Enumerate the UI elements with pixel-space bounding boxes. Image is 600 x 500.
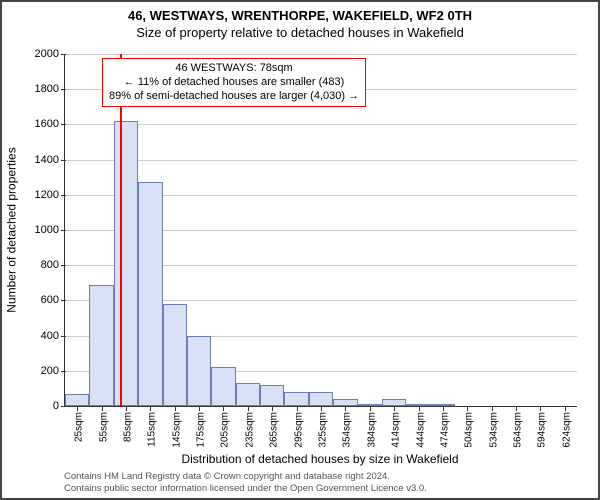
y-tick-label: 1800	[35, 83, 65, 95]
histogram-bar	[114, 121, 138, 406]
x-tick-mark	[150, 406, 151, 411]
x-tick-label: 205sqm	[216, 412, 231, 448]
gridline	[65, 54, 577, 55]
annotation-line1: 46 WESTWAYS: 78sqm	[109, 62, 359, 76]
annotation-box: 46 WESTWAYS: 78sqm ← 11% of detached hou…	[102, 58, 366, 107]
x-tick-label: 175sqm	[192, 412, 207, 448]
x-tick-mark	[540, 406, 541, 411]
y-tick-label: 600	[41, 294, 65, 306]
y-axis-label: Number of detached properties	[4, 54, 20, 406]
gridline	[65, 124, 577, 125]
y-tick-label: 1600	[35, 118, 65, 130]
y-tick-label: 1200	[35, 189, 65, 201]
x-tick-label: 564sqm	[509, 412, 524, 448]
x-tick-mark	[492, 406, 493, 411]
chart-container: 46, WESTWAYS, WRENTHORPE, WAKEFIELD, WF2…	[0, 0, 600, 500]
footer-line2: Contains public sector information licen…	[64, 483, 427, 494]
x-axis-label: Distribution of detached houses by size …	[64, 452, 576, 466]
x-tick-mark	[248, 406, 249, 411]
x-tick-label: 504sqm	[460, 412, 475, 448]
x-tick-mark	[126, 406, 127, 411]
x-tick-mark	[370, 406, 371, 411]
y-tick-label: 200	[41, 365, 65, 377]
x-tick-mark	[443, 406, 444, 411]
x-tick-label: 55sqm	[94, 412, 109, 442]
x-tick-mark	[419, 406, 420, 411]
x-tick-label: 414sqm	[387, 412, 402, 448]
y-tick-label: 1000	[35, 224, 65, 236]
x-tick-label: 295sqm	[289, 412, 304, 448]
x-tick-mark	[467, 406, 468, 411]
histogram-bar	[236, 383, 260, 406]
x-tick-mark	[321, 406, 322, 411]
chart-title-main: 46, WESTWAYS, WRENTHORPE, WAKEFIELD, WF2…	[2, 8, 598, 23]
gridline	[65, 160, 577, 161]
x-tick-label: 444sqm	[411, 412, 426, 448]
annotation-line2: ← 11% of detached houses are smaller (48…	[109, 76, 359, 90]
x-tick-label: 235sqm	[240, 412, 255, 448]
x-tick-mark	[77, 406, 78, 411]
histogram-bar	[138, 182, 162, 406]
x-tick-label: 594sqm	[533, 412, 548, 448]
x-tick-mark	[102, 406, 103, 411]
y-tick-label: 800	[41, 259, 65, 271]
x-tick-mark	[345, 406, 346, 411]
histogram-bar	[89, 285, 113, 406]
x-tick-mark	[223, 406, 224, 411]
x-tick-label: 115sqm	[143, 412, 158, 447]
x-tick-label: 85sqm	[118, 412, 133, 442]
histogram-bar	[260, 385, 284, 406]
x-tick-mark	[297, 406, 298, 411]
histogram-bar	[309, 392, 333, 406]
histogram-bar	[284, 392, 308, 406]
footer-line1: Contains HM Land Registry data © Crown c…	[64, 471, 427, 482]
x-tick-label: 384sqm	[362, 412, 377, 448]
y-tick-label: 0	[53, 400, 65, 412]
x-tick-mark	[175, 406, 176, 411]
y-tick-label: 1400	[35, 154, 65, 166]
x-tick-mark	[199, 406, 200, 411]
x-tick-label: 25sqm	[70, 412, 85, 442]
histogram-bar	[65, 394, 89, 406]
x-tick-mark	[565, 406, 566, 411]
x-tick-label: 325sqm	[314, 412, 329, 448]
annotation-line3: 89% of semi-detached houses are larger (…	[109, 90, 359, 104]
x-tick-mark	[516, 406, 517, 411]
histogram-bar	[187, 336, 211, 406]
y-tick-label: 2000	[35, 48, 65, 60]
y-tick-label: 400	[41, 330, 65, 342]
histogram-bar	[333, 399, 357, 406]
histogram-bar	[163, 304, 187, 406]
x-tick-label: 354sqm	[338, 412, 353, 448]
x-tick-label: 265sqm	[265, 412, 280, 448]
x-tick-label: 534sqm	[484, 412, 499, 448]
x-tick-label: 474sqm	[435, 412, 450, 448]
histogram-bar	[382, 399, 406, 406]
x-tick-label: 624sqm	[557, 412, 572, 448]
x-tick-label: 145sqm	[167, 412, 182, 448]
x-tick-mark	[394, 406, 395, 411]
histogram-bar	[211, 367, 235, 406]
x-tick-mark	[272, 406, 273, 411]
chart-title-sub: Size of property relative to detached ho…	[2, 25, 598, 40]
footer-attribution: Contains HM Land Registry data © Crown c…	[64, 471, 427, 494]
